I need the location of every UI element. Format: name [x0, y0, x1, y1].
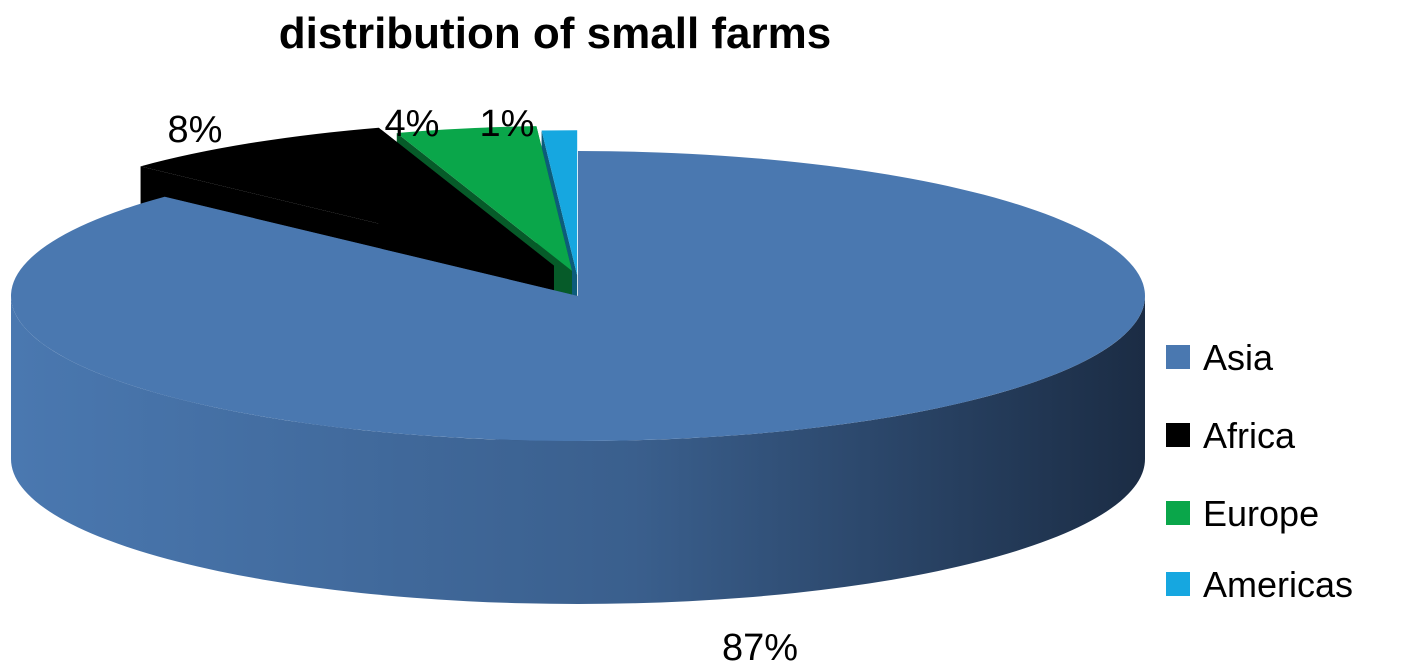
- slice-asia-top: [10, 151, 1146, 441]
- data-label-africa: 8%: [168, 109, 223, 151]
- slice-africa-top: [140, 127, 554, 266]
- slice-europe-top: [396, 126, 573, 271]
- chart-title: distribution of small farms: [279, 9, 832, 58]
- legend-label-americas: Americas: [1203, 564, 1353, 605]
- pie-slices: [10, 126, 1146, 604]
- slice-asia: [10, 151, 1146, 604]
- legend-label-africa: Africa: [1203, 415, 1296, 456]
- legend-swatch-asia: [1166, 345, 1190, 369]
- slice-americas-top: [541, 130, 578, 276]
- slice-asia-side-0: [11, 296, 1145, 604]
- data-label-europe: 4%: [385, 103, 440, 145]
- legend-swatch-europe: [1166, 501, 1190, 525]
- legend-swatch-africa: [1166, 423, 1190, 447]
- data-label-asia: 87%: [722, 627, 798, 666]
- legend: Asia Africa Europe Americas: [1166, 337, 1353, 605]
- legend-swatch-americas: [1166, 572, 1190, 596]
- legend-label-asia: Asia: [1203, 337, 1274, 378]
- legend-label-europe: Europe: [1203, 493, 1319, 534]
- data-label-americas: 1%: [480, 103, 535, 145]
